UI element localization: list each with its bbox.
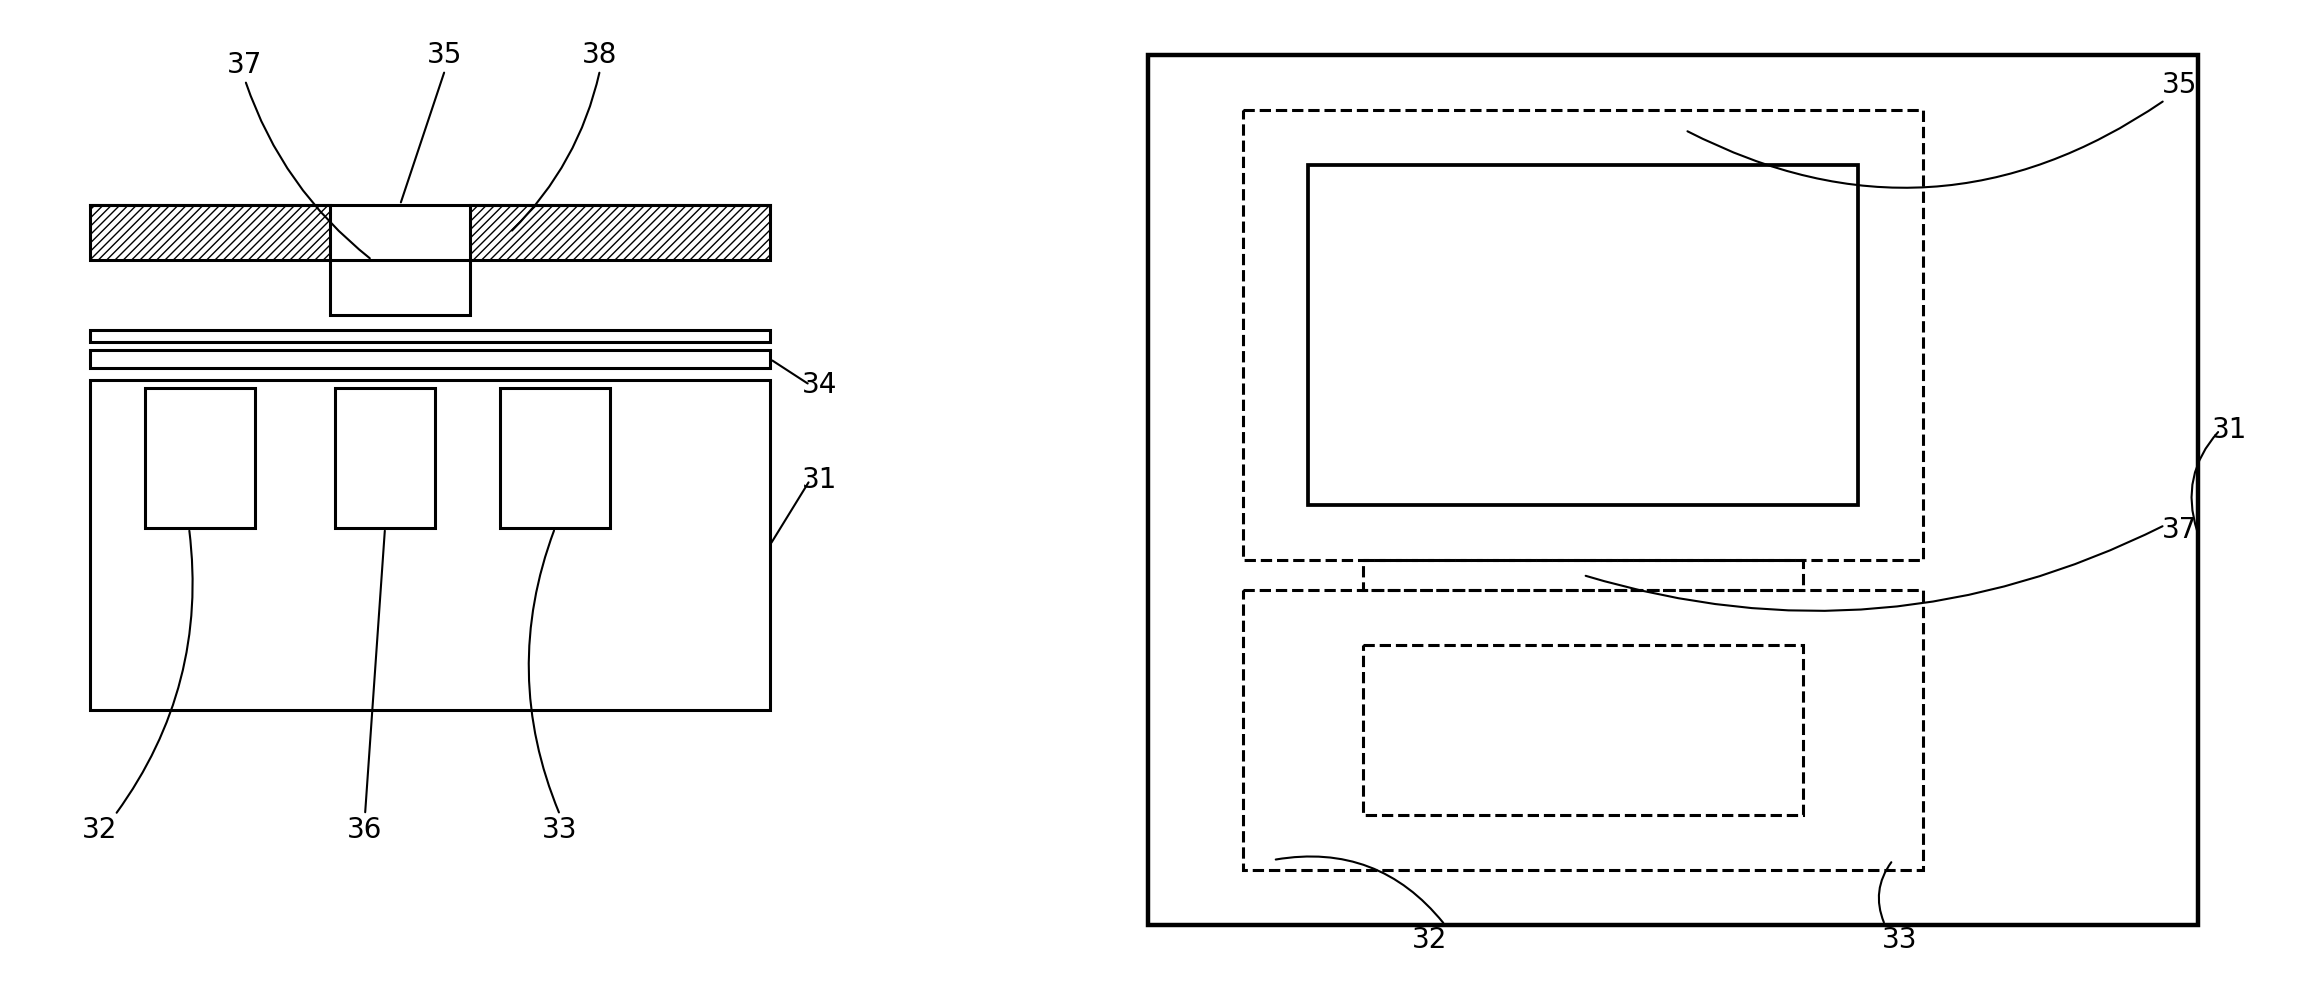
Bar — [90, 205, 331, 260]
Bar — [90, 350, 769, 368]
Bar — [1307, 165, 1858, 505]
Text: 34: 34 — [802, 371, 838, 399]
Bar — [90, 330, 769, 342]
Bar — [1362, 645, 1803, 815]
Text: 32: 32 — [1413, 926, 1447, 954]
Text: 36: 36 — [347, 816, 384, 844]
Bar — [1148, 55, 2198, 925]
Bar — [145, 388, 255, 528]
Text: 33: 33 — [1881, 926, 1918, 954]
Bar — [331, 260, 471, 315]
Text: 35: 35 — [2161, 71, 2198, 99]
Bar — [1362, 560, 1803, 590]
Bar — [471, 205, 769, 260]
Bar — [335, 388, 434, 528]
Bar — [501, 388, 611, 528]
Text: 37: 37 — [2161, 516, 2198, 544]
Text: 31: 31 — [2212, 416, 2249, 444]
Text: 31: 31 — [802, 466, 838, 494]
Bar — [1243, 110, 1923, 560]
Text: 35: 35 — [427, 41, 462, 69]
Text: 32: 32 — [83, 816, 117, 844]
Text: 38: 38 — [583, 41, 618, 69]
Text: 33: 33 — [542, 816, 579, 844]
Bar — [90, 380, 769, 710]
Bar — [1243, 590, 1923, 870]
Text: 37: 37 — [227, 51, 262, 79]
